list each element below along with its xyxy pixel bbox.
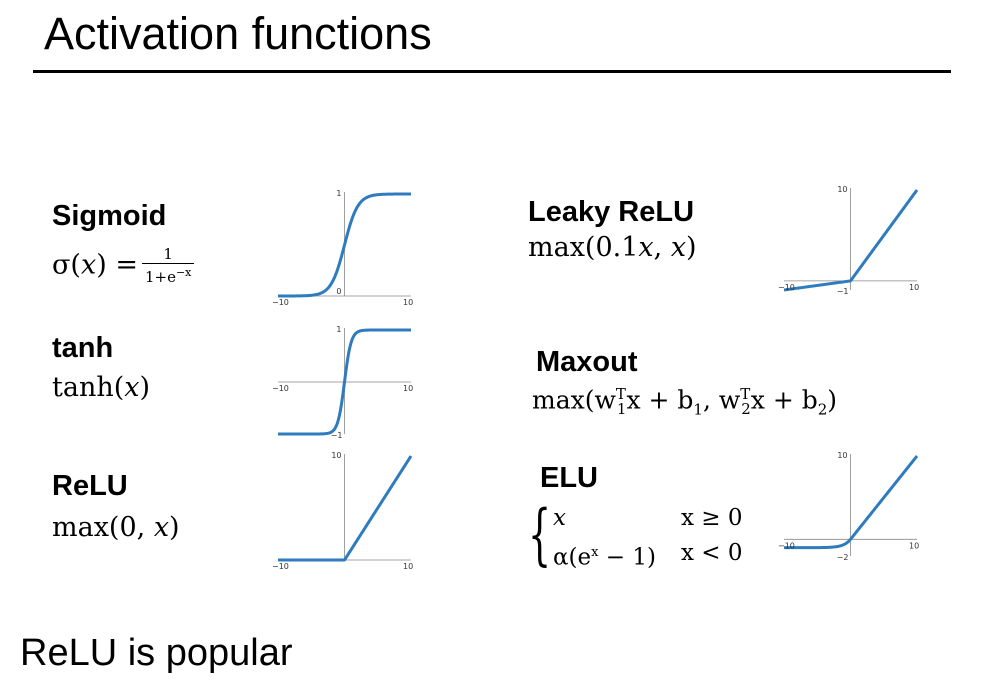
tanh-formula: tanh(x): [52, 372, 151, 403]
footer-text: ReLU is popular: [20, 632, 293, 674]
title-rule: [33, 70, 951, 73]
tick-label-y-top: 10: [837, 451, 847, 460]
leaky-relu-plot: −10 10 10 −1: [778, 185, 919, 296]
tick-label-origin: 0: [336, 287, 341, 296]
relu-name: ReLU: [52, 470, 128, 502]
tick-label-x-min: −10: [272, 384, 289, 393]
tick-label-x-max: 10: [403, 298, 413, 306]
tick-label-x-min: −10: [272, 298, 289, 306]
tick-label-y-bottom: −1: [837, 287, 849, 296]
leaky-relu-formula: max(0.1x, x): [528, 232, 697, 263]
tick-label-x-min: −10: [778, 283, 795, 292]
tick-label-x-max: 10: [403, 562, 413, 571]
sigmoid-formula: σ(x) = 1 1+e−x: [52, 246, 195, 286]
elu-case1-cond: x ≥ 0: [681, 505, 743, 531]
elu-curve: [783, 455, 919, 550]
elu-case2-cond: x < 0: [681, 540, 743, 566]
relu-curve: [277, 455, 413, 562]
tick-label-y-top: 1: [336, 325, 341, 334]
tick-label-x-max: 10: [909, 283, 919, 292]
elu-case1-expr: x: [553, 505, 566, 531]
sigmoid-fraction: 1 1+e−x: [141, 246, 195, 286]
leaky-relu-name: Leaky ReLU: [528, 196, 695, 228]
sigmoid-name: Sigmoid: [52, 200, 167, 232]
tick-label-x-min: −10: [272, 562, 289, 571]
tick-label-x-max: 10: [403, 384, 413, 393]
tick-label-x-max: 10: [909, 541, 919, 550]
sigmoid-curve: [277, 192, 412, 298]
tanh-plot: −10 10 1 −1: [272, 325, 413, 440]
tick-label-y-top: 10: [331, 451, 341, 460]
tanh-name: tanh: [52, 332, 114, 364]
elu-case2-expr: α(ex − 1): [553, 544, 656, 571]
tick-label-y-top: 10: [837, 185, 847, 194]
tick-label-x-min: −10: [778, 541, 795, 550]
elu-name: ELU: [540, 462, 598, 494]
maxout-name: Maxout: [536, 346, 638, 378]
maxout-formula: max(wT1x + b1, wT2x + b2): [532, 385, 838, 419]
tick-label-y-bottom: −2: [837, 553, 849, 562]
page-title: Activation functions: [44, 8, 432, 59]
relu-formula: max(0, x): [52, 512, 180, 543]
tick-label-y-bottom: −1: [331, 431, 343, 440]
tick-label-y-top: 1: [336, 189, 341, 198]
tanh-curve: [277, 328, 412, 436]
elu-brace: {: [528, 496, 552, 573]
relu-plot: −10 10 10: [272, 451, 413, 571]
elu-plot: −10 10 10 −2: [778, 451, 919, 562]
leaky_relu-curve: [783, 189, 919, 292]
